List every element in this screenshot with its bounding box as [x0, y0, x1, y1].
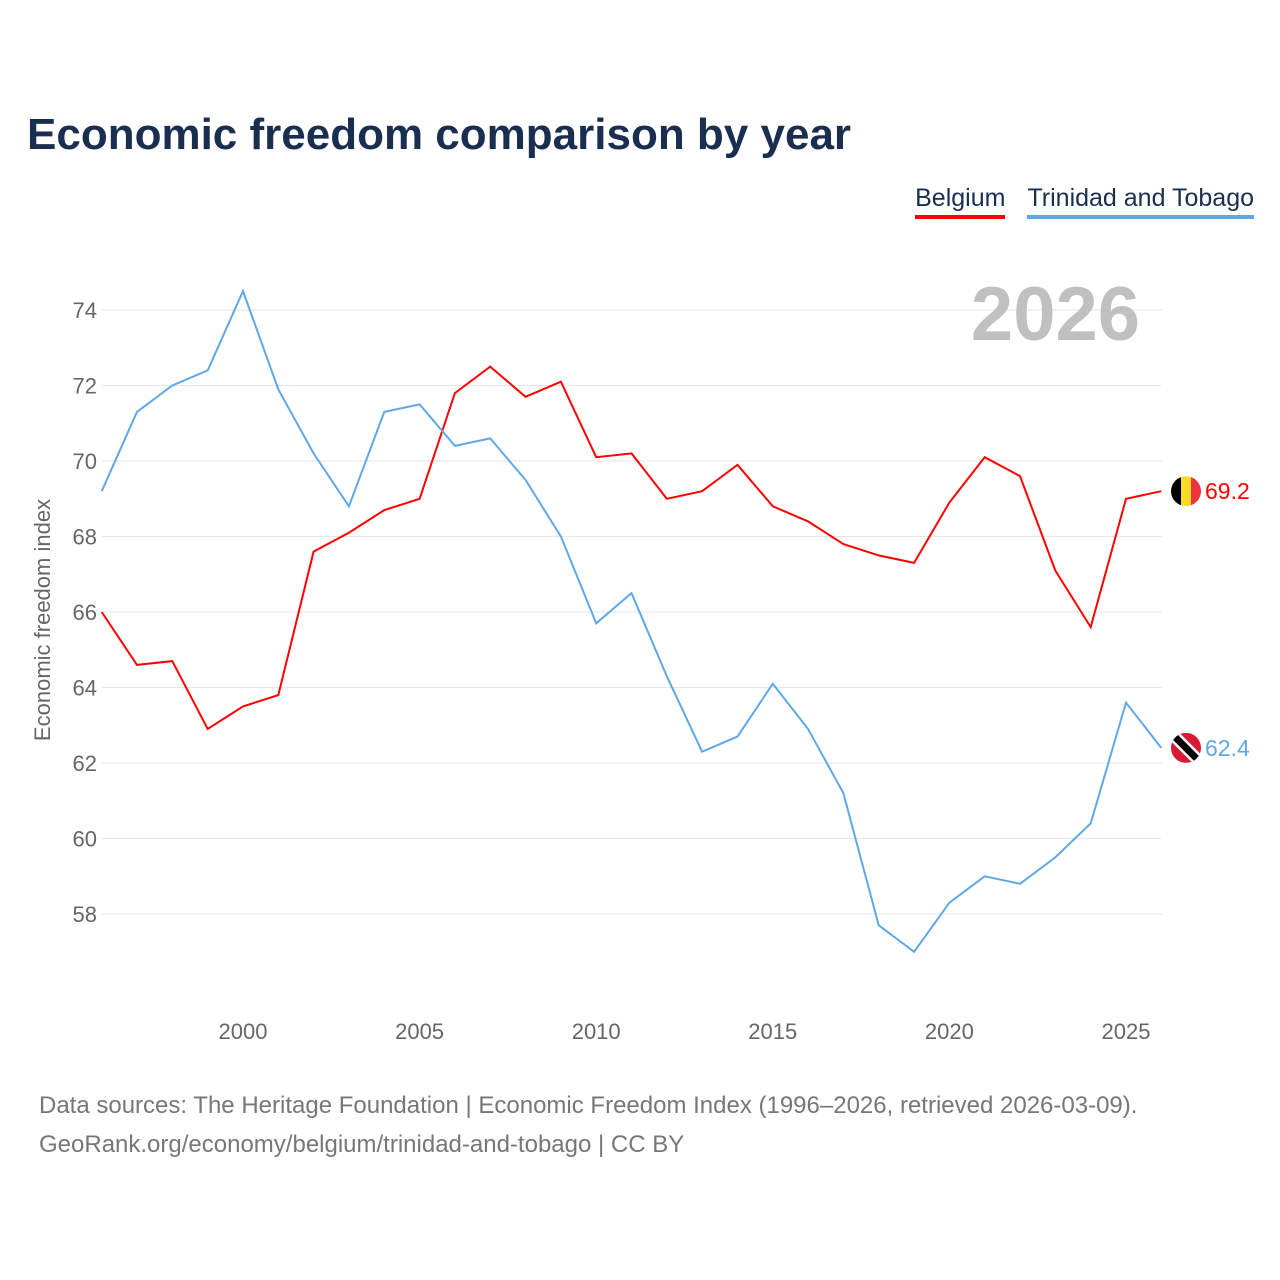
y-tick-label: 64 [73, 676, 97, 701]
legend-trinidad-and-tobago[interactable]: Trinidad and Tobago [1027, 184, 1254, 219]
belgium-flag-icon [1171, 476, 1201, 507]
year-watermark: 2026 [971, 272, 1140, 357]
data-source: Data sources: The Heritage Foundation | … [39, 1092, 1138, 1119]
legend: Belgium Trinidad and Tobago [915, 184, 1254, 219]
source-link[interactable]: GeoRank.org/economy/belgium/trinidad-and… [39, 1131, 685, 1158]
x-tick-label: 2010 [572, 1019, 621, 1044]
y-tick-label: 60 [73, 827, 97, 852]
chart-title: Economic freedom comparison by year [27, 110, 852, 159]
y-axis-label: Economic freedom index [30, 499, 55, 741]
x-tick-label: 2000 [219, 1019, 268, 1044]
x-tick-label: 2020 [925, 1019, 974, 1044]
y-tick-label: 70 [73, 449, 97, 474]
y-tick-label: 58 [73, 902, 97, 927]
y-tick-label: 62 [73, 751, 97, 776]
y-tick-label: 68 [73, 525, 97, 550]
y-tick-label: 72 [73, 374, 97, 399]
x-tick-label: 2025 [1102, 1019, 1151, 1044]
y-tick-label: 66 [73, 600, 97, 625]
x-tick-label: 2015 [748, 1019, 797, 1044]
legend-belgium[interactable]: Belgium [915, 184, 1006, 219]
footer: Data sources: The Heritage Foundation | … [39, 1086, 1137, 1164]
y-tick-label: 74 [73, 298, 97, 323]
series-line-belgium[interactable] [100, 365, 1162, 731]
series-line-trinidad-and-tobago[interactable] [100, 288, 1163, 954]
trinidad-end-label: 62.4 [1205, 735, 1250, 761]
trinidad-and-tobago-flag-icon [1171, 732, 1201, 763]
x-tick-label: 2005 [395, 1019, 444, 1044]
belgium-end-label: 69.2 [1205, 478, 1250, 504]
